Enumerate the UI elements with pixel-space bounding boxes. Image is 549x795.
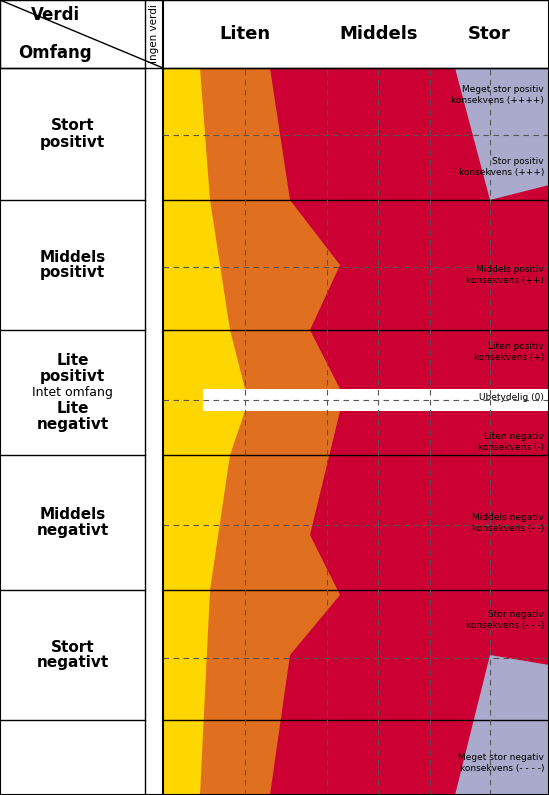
- Text: Stor positiv
konsekvens (+++): Stor positiv konsekvens (+++): [458, 157, 544, 176]
- Text: Liten: Liten: [220, 25, 271, 43]
- Text: Middels positiv
konsekvens (++): Middels positiv konsekvens (++): [466, 266, 544, 285]
- Text: negativt: negativt: [36, 523, 109, 538]
- Polygon shape: [163, 68, 549, 389]
- Text: Liten positiv
konsekvens (+): Liten positiv konsekvens (+): [474, 343, 544, 362]
- Text: Lite: Lite: [56, 401, 89, 416]
- Text: Omfang: Omfang: [18, 44, 92, 62]
- Text: Verdi: Verdi: [30, 6, 80, 24]
- Text: Ubetydelig (0): Ubetydelig (0): [479, 393, 544, 401]
- Bar: [163, 389, 549, 411]
- Text: Lite: Lite: [56, 353, 89, 368]
- Text: Stort: Stort: [51, 639, 94, 654]
- Polygon shape: [455, 655, 549, 795]
- Polygon shape: [200, 411, 549, 795]
- Text: Stor negativ
konsekvens (- - -): Stor negativ konsekvens (- - -): [466, 611, 544, 630]
- Bar: [0, 0, 549, 68]
- Polygon shape: [163, 389, 203, 411]
- Text: Middels: Middels: [40, 507, 105, 522]
- Text: Middels: Middels: [40, 250, 105, 265]
- Text: positivt: positivt: [40, 266, 105, 281]
- Text: Meget stor positiv
konsekvens (++++): Meget stor positiv konsekvens (++++): [451, 85, 544, 105]
- Polygon shape: [163, 411, 549, 795]
- Text: Meget stor negativ
konsekvens (- - - -): Meget stor negativ konsekvens (- - - -): [458, 754, 544, 773]
- Text: Stor: Stor: [468, 25, 511, 43]
- Text: Middels: Middels: [339, 25, 418, 43]
- Text: Middels negativ
konsekvens (- -): Middels negativ konsekvens (- -): [472, 514, 544, 533]
- Polygon shape: [455, 68, 549, 200]
- Polygon shape: [270, 68, 549, 389]
- Polygon shape: [200, 68, 549, 389]
- Text: Stort: Stort: [51, 118, 94, 134]
- Text: positivt: positivt: [40, 369, 105, 384]
- Text: positivt: positivt: [40, 134, 105, 149]
- Text: negativt: negativt: [36, 417, 109, 432]
- Polygon shape: [270, 411, 549, 795]
- Text: negativt: negativt: [36, 656, 109, 670]
- Text: Intet omfang: Intet omfang: [32, 386, 113, 399]
- Text: Ingen verdi: Ingen verdi: [149, 5, 159, 64]
- Text: Liten negativ
konsekvens (-): Liten negativ konsekvens (-): [478, 432, 544, 452]
